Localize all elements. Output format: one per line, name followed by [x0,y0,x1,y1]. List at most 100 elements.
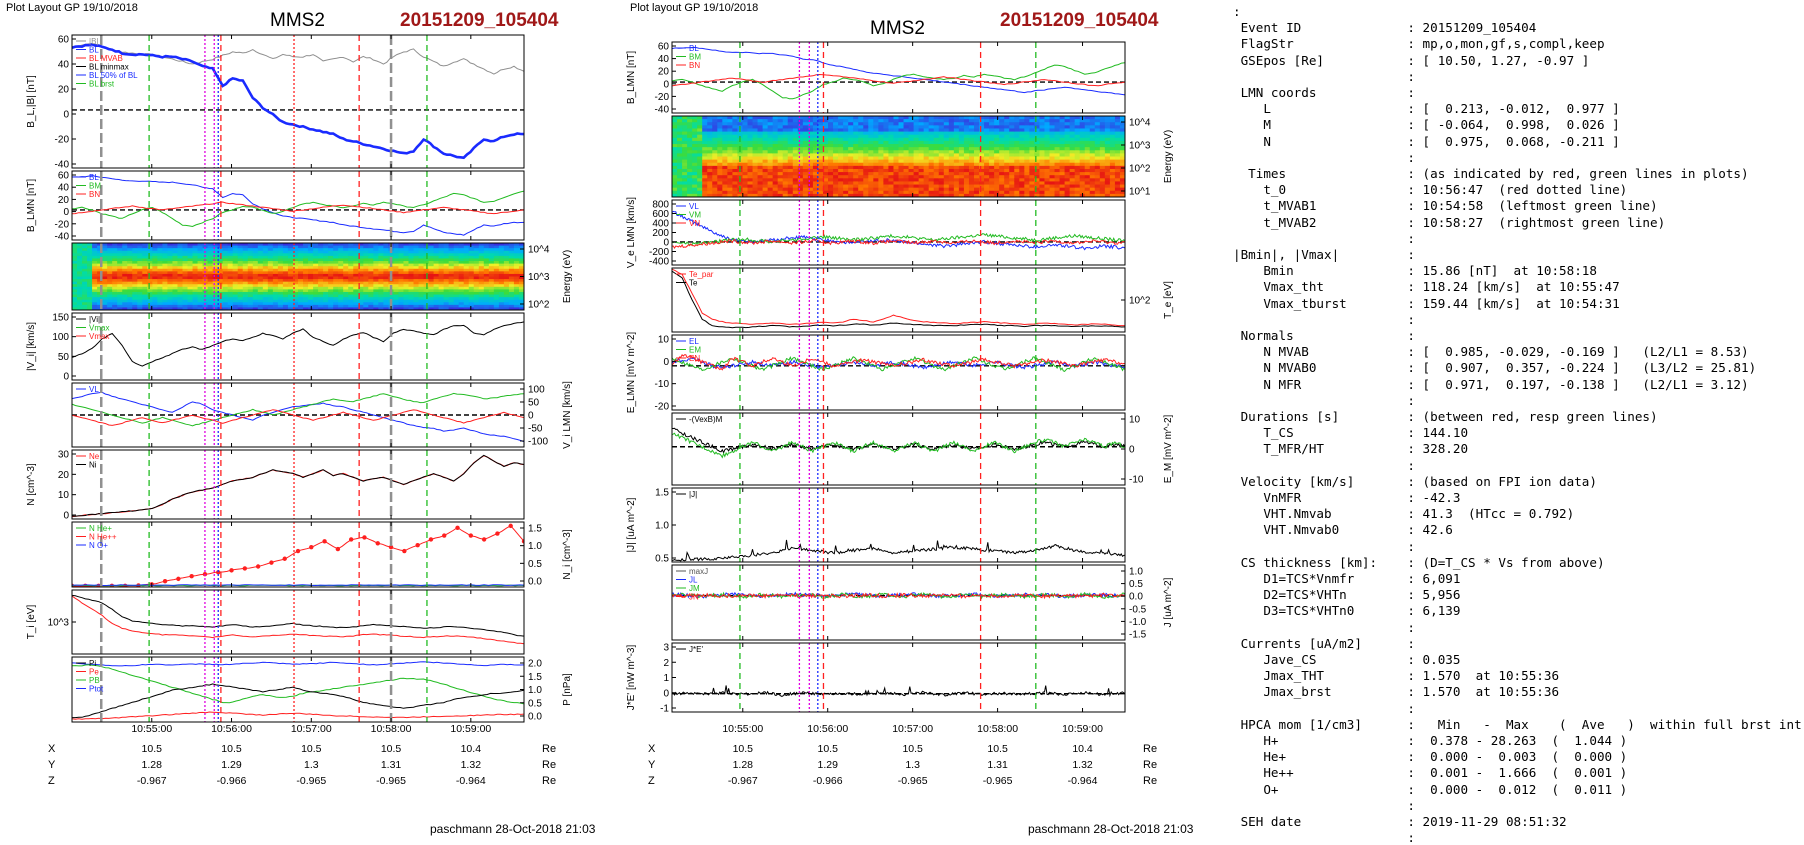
series-line-ptot [72,662,524,666]
legend-label: BN [89,190,100,199]
y-tick-label: 60 [658,42,670,53]
y-tick-label: 10 [58,490,70,501]
y-tick-label: -20 [655,92,670,103]
x-tick-label: 10:58:00 [371,723,412,735]
y-tick-label: 60 [58,171,70,182]
y-tick-label: 40 [58,183,70,194]
y-tick-label: -20 [55,135,70,146]
x-tick-label: 10:56:00 [211,723,252,735]
ephemeris-value: 1.28 [142,759,163,771]
y-tick-label: 1.5 [528,672,542,683]
series-line-ti-perp [72,596,524,644]
ephemeris-value: 10.5 [142,743,163,755]
ephemeris-value: 10.5 [301,743,322,755]
y-tick-label: 10^3 [48,618,70,629]
series-marker [362,535,366,539]
series-marker [469,533,473,537]
y-axis-label: B_LMN [nT] [26,179,37,233]
y-axis-label-right: N_i [cm^-3] [562,529,573,579]
ephemeris-label: Y [48,759,56,771]
ti-panel: 10^3 T_i [eV] [26,590,524,654]
y-axis-label-right: V_i LMN [km/s] [562,381,573,449]
y-axis-label: B_L,|B| [nT] [26,75,37,128]
y-tick-label: 10^4 [528,245,550,256]
y-tick-label: -40 [655,105,670,116]
series-line-ni [72,455,524,516]
panel-frame [72,522,524,587]
series-marker [163,579,167,583]
y-tick-label: 0.5 [528,559,542,570]
series-line-bn [72,202,524,214]
ephemeris-label: Z [48,775,55,787]
series-marker [309,545,313,549]
ephemeris-value: -0.967 [137,775,167,787]
y-tick-label: 1.0 [528,685,542,696]
y-tick-label: 0 [63,372,69,383]
y-tick-label: 50 [528,398,540,409]
y-tick-label: 2.0 [528,659,542,670]
y-tick-label: 100 [528,385,545,396]
series-marker [415,543,419,547]
legend-label: Ptot [89,685,104,694]
series-marker [189,574,193,578]
panel-frame [72,313,524,380]
ephemeris-unit: Re [542,743,556,755]
series-marker [442,533,446,537]
ephemeris-value: -0.965 [376,775,406,787]
y-tick-label: 20 [58,195,70,206]
series-marker [349,537,353,541]
y-tick-label: 0.5 [528,698,542,709]
y-tick-label: 50 [58,352,70,363]
ephemeris-value: -0.964 [456,775,486,787]
y-tick-label: -50 [528,424,543,435]
x-tick-label: 10:59:00 [450,723,491,735]
y-axis-label: T_i [eV] [26,605,37,640]
series-line-pb [72,665,524,704]
y-axis-label: B_LMN [nT] [626,51,637,105]
series-line-vl [72,392,524,441]
y-tick-label: 20 [658,67,670,78]
series-marker [229,568,233,572]
legend-label: N O+ [89,541,108,550]
ephemeris-value: 1.29 [221,759,242,771]
ephemeris-unit: Re [542,775,556,787]
y-tick-label: 0.0 [528,712,542,723]
y-tick-label: 0 [63,110,69,121]
y-tick-label: 40 [658,54,670,65]
y-tick-label: -40 [55,160,70,171]
ephemeris-value: 1.31 [381,759,402,771]
series-marker [256,564,260,568]
ephemeris-value: -0.966 [217,775,247,787]
series-marker [322,539,326,543]
series-line-n-o- [72,585,524,586]
legend-label: BN [689,61,700,70]
series-line--b- [72,44,524,74]
series-line-ne [72,456,524,517]
panel-frame [72,657,524,722]
legend-label: BL brst [89,80,115,89]
ephemeris-value: 1.32 [461,759,482,771]
y-tick-label: 40 [58,60,70,71]
y-tick-label: 0.0 [528,577,542,588]
y-tick-label: -100 [528,437,548,448]
panel-frame [72,450,524,519]
y-tick-label: 30 [58,450,70,461]
series-marker [455,526,459,530]
x-tick-label: 10:57:00 [291,723,332,735]
y-tick-label: 10^3 [528,272,550,283]
y-tick-label: -20 [55,219,70,230]
y-tick-label: 0 [528,411,534,422]
legend-label: Ni [89,461,97,470]
series-line-n-he- [72,526,524,586]
y-tick-label: 0 [63,207,69,218]
y-tick-label: 60 [58,35,70,46]
series-marker [495,531,499,535]
